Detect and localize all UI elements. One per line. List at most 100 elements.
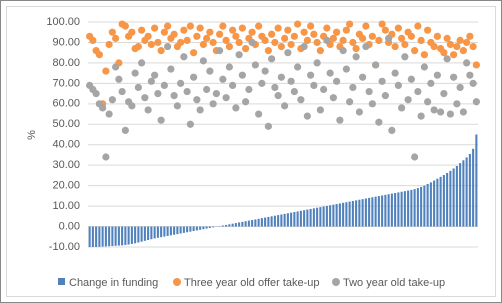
bar [208, 226, 211, 228]
bar [442, 175, 445, 227]
chart-frame [6, 6, 496, 297]
bar [293, 212, 296, 227]
y-tick-label: 10.00 [52, 200, 80, 212]
scatter-point [180, 53, 188, 61]
bar [192, 226, 195, 232]
scatter-point [472, 98, 480, 106]
bar [98, 226, 101, 247]
scatter-point [333, 77, 341, 85]
bar [436, 178, 439, 227]
bar [361, 199, 364, 227]
bar [390, 193, 393, 227]
bar [111, 226, 114, 246]
scatter-point [170, 92, 178, 100]
bar [433, 180, 436, 227]
bar [137, 226, 140, 243]
bar [169, 226, 172, 236]
scatter-point [141, 94, 149, 102]
legend-label: Two year old take-up [343, 277, 445, 289]
legend-swatch [173, 278, 181, 286]
bar [212, 226, 215, 228]
scatter-point [443, 34, 451, 42]
bar [407, 190, 410, 227]
scatter-point [108, 96, 116, 104]
bar [426, 184, 429, 227]
bar [306, 209, 309, 227]
scatter-point [167, 65, 175, 73]
scatter-point [115, 75, 123, 83]
bar [127, 226, 130, 245]
scatter-point [469, 42, 477, 51]
scatter-point [329, 34, 337, 42]
scatter-point [329, 94, 337, 102]
scatter-point [190, 49, 198, 57]
bar [475, 134, 478, 227]
scatter-point [326, 69, 334, 77]
scatter-point [222, 36, 230, 45]
bar [163, 226, 166, 237]
scatter-point [190, 73, 198, 81]
bar [358, 199, 361, 227]
bar [472, 148, 475, 227]
bar [332, 204, 335, 227]
bar [238, 222, 241, 227]
scatter-point [206, 28, 214, 36]
bar [468, 153, 471, 227]
bar [260, 218, 263, 227]
bar [251, 220, 254, 227]
scatter-point [196, 106, 204, 114]
bar [143, 226, 146, 241]
scatter-point [440, 89, 448, 98]
scatter-point [378, 77, 386, 85]
scatter-point [424, 98, 432, 106]
scatter-point [216, 47, 224, 55]
scatter-point [229, 81, 237, 90]
bar [423, 185, 426, 227]
scatter-point [323, 36, 331, 45]
bar [329, 205, 332, 227]
scatter-point [430, 42, 438, 51]
bar [325, 205, 328, 227]
scatter-point [157, 116, 165, 124]
scatter-point [248, 28, 256, 36]
scatter-point [398, 34, 406, 42]
y-tick-label: 100.00 [46, 16, 80, 28]
scatter-point [99, 104, 107, 112]
scatter-point [368, 32, 376, 40]
scatter-point [206, 67, 214, 75]
bar [413, 189, 416, 227]
bar [400, 191, 403, 227]
bar [381, 195, 384, 227]
scatter-point [359, 73, 367, 81]
scatter-point [238, 24, 246, 32]
scatter-point [118, 87, 126, 96]
scatter-point [466, 71, 474, 79]
bar [455, 166, 458, 227]
scatter-point [307, 71, 315, 79]
scatter-point [264, 122, 272, 130]
bar [231, 223, 234, 227]
scatter-point [368, 100, 376, 108]
legend-label: Three year old offer take-up [184, 277, 320, 289]
scatter-point [381, 92, 389, 100]
scatter-point [151, 24, 159, 32]
scatter-point [385, 34, 393, 42]
scatter-point [472, 61, 480, 69]
bar [221, 225, 224, 227]
scatter-point [290, 87, 298, 96]
bar [182, 226, 185, 233]
scatter-point [134, 42, 142, 51]
bar [462, 160, 465, 227]
scatter-point [199, 57, 207, 65]
scatter-point [313, 38, 321, 47]
scatter-point [362, 22, 370, 30]
bar [273, 215, 276, 227]
scatter-point [284, 26, 292, 34]
bar [309, 208, 312, 227]
scatter-point [355, 108, 363, 116]
scatter-point [180, 26, 188, 34]
scatter-point [219, 75, 227, 83]
scatter-point [375, 36, 383, 45]
scatter-point [232, 32, 240, 40]
bar [179, 226, 182, 234]
